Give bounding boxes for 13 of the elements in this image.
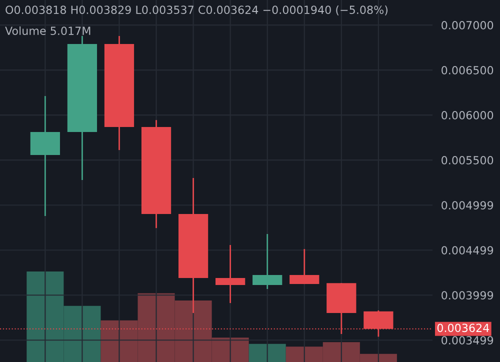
y-tick-label: 0.004499 [442,246,494,255]
y-tick-label: 0.003999 [442,291,494,300]
annotation: Volume 5.017M [5,26,90,36]
y-tick-label: 0.004999 [442,201,494,210]
annotation: O0.003818 H0.003829 L0.003537 C0.003624 −0.0001940 (−5.08%) [6,5,388,16]
y-tick-label: 0.006000 [442,111,494,120]
ref-line-label: 0.003624 [437,324,490,332]
candlestick [216,244,246,304]
y-tick-label: 0.003499 [442,336,494,345]
y-tick-label: 0.006500 [442,66,494,74]
bar [248,344,286,362]
y-tick-label: 0.007000 [442,20,494,30]
y-tick-label: 0.005500 [442,156,494,164]
